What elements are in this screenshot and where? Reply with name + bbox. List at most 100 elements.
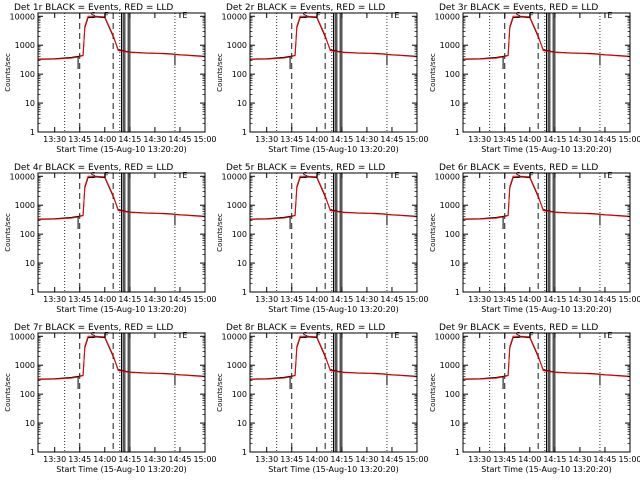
x-tick-label: 14:30 [568, 455, 591, 464]
x-tick-label: 13:30 [255, 295, 278, 304]
y-axis-label: Counts/sec [4, 373, 12, 412]
state-marker: E [607, 331, 612, 340]
y-tick-label: 1000 [440, 361, 460, 370]
state-marker: S [303, 171, 308, 180]
x-tick-label: 13:45 [493, 135, 516, 144]
chart-title: Det 8r BLACK = Events, RED = LLD [226, 323, 385, 333]
x-axis-label: Start Time (15-Aug-10 13:20:20) [268, 305, 399, 314]
series-line-lld [249, 175, 418, 220]
y-tick-label: 100 [20, 230, 35, 239]
x-tick-label: 13:30 [468, 295, 491, 304]
x-tick-label: 14:00 [93, 455, 116, 464]
state-marker: E [182, 331, 187, 340]
state-marker: F [104, 331, 109, 340]
x-tick-label: 14:45 [168, 295, 191, 304]
y-tick-label: 1 [30, 128, 35, 137]
x-tick-label: 14:15 [330, 295, 353, 304]
x-tick-label: 14:00 [518, 135, 541, 144]
state-marker: S [516, 171, 521, 180]
y-tick-label: 10 [450, 259, 460, 268]
x-tick-label: 14:45 [168, 455, 191, 464]
state-marker: E [182, 171, 187, 180]
x-axis-label: Start Time (15-Aug-10 13:20:20) [268, 465, 399, 474]
y-tick-label: 10000 [222, 172, 247, 181]
chart-title: Det 6r BLACK = Events, RED = LLD [439, 163, 598, 173]
x-tick-label: 14:00 [305, 295, 328, 304]
x-tick-label: 14:00 [518, 295, 541, 304]
x-tick-label: 14:30 [355, 135, 378, 144]
state-marker: S [516, 331, 521, 340]
state-marker: F [316, 331, 321, 340]
y-tick-label: 1000 [15, 361, 35, 370]
state-marker: F [529, 171, 534, 180]
y-tick-label: 100 [445, 390, 460, 399]
y-tick-label: 1 [242, 128, 247, 137]
y-tick-label: 10 [237, 99, 247, 108]
state-marker: S [91, 171, 96, 180]
x-tick-label: 14:45 [168, 135, 191, 144]
x-tick-label: 14:15 [543, 455, 566, 464]
x-tick-label: 15:00 [618, 135, 640, 144]
plot-frame [37, 12, 206, 133]
x-tick-label: 13:30 [255, 455, 278, 464]
series-line-lld [37, 175, 206, 220]
chart-title: Det 5r BLACK = Events, RED = LLD [226, 163, 385, 173]
x-tick-label: 14:45 [380, 295, 403, 304]
plot-frame [249, 172, 418, 293]
x-tick-label: 14:30 [568, 135, 591, 144]
x-tick-label: 14:00 [93, 295, 116, 304]
x-axis-label: Start Time (15-Aug-10 13:20:20) [481, 145, 612, 154]
x-tick-label: 15:00 [618, 455, 640, 464]
x-tick-label: 15:00 [405, 455, 428, 464]
y-axis-label: Counts/sec [429, 213, 437, 252]
x-tick-label: 13:30 [43, 455, 66, 464]
y-tick-label: 10 [25, 259, 35, 268]
chart-title: Det 1r BLACK = Events, RED = LLD [14, 3, 173, 13]
x-axis-label: Start Time (15-Aug-10 13:20:20) [481, 305, 612, 314]
y-tick-label: 1000 [440, 41, 460, 50]
y-tick-label: 10000 [10, 12, 35, 21]
x-tick-label: 15:00 [193, 455, 216, 464]
y-tick-label: 1000 [15, 41, 35, 50]
plot-frame [249, 332, 418, 453]
state-marker: E [394, 331, 399, 340]
state-marker: S [303, 11, 308, 20]
x-tick-label: 14:30 [143, 135, 166, 144]
y-axis-label: Counts/sec [216, 373, 224, 412]
x-tick-label: 13:45 [280, 455, 303, 464]
x-tick-label: 13:45 [68, 135, 91, 144]
y-tick-label: 100 [445, 70, 460, 79]
y-tick-label: 1000 [227, 201, 247, 210]
plot-frame [37, 332, 206, 453]
state-marker: S [303, 331, 308, 340]
x-tick-label: 13:45 [493, 295, 516, 304]
chart-title: Det 3r BLACK = Events, RED = LLD [439, 3, 598, 13]
x-tick-label: 14:30 [143, 295, 166, 304]
x-tick-label: 13:30 [468, 135, 491, 144]
y-tick-label: 10000 [435, 332, 460, 341]
y-tick-label: 1000 [227, 361, 247, 370]
x-tick-label: 14:15 [330, 455, 353, 464]
x-tick-label: 14:15 [330, 135, 353, 144]
y-tick-label: 100 [232, 230, 247, 239]
x-axis-label: Start Time (15-Aug-10 13:20:20) [268, 145, 399, 154]
y-tick-label: 10 [450, 99, 460, 108]
y-tick-label: 10 [25, 419, 35, 428]
x-tick-label: 14:00 [518, 455, 541, 464]
x-tick-label: 13:30 [255, 135, 278, 144]
y-tick-label: 10 [237, 419, 247, 428]
x-tick-label: 14:15 [118, 135, 141, 144]
x-tick-label: 14:00 [305, 455, 328, 464]
plot-frame [249, 12, 418, 133]
x-tick-label: 14:00 [305, 135, 328, 144]
y-tick-label: 10000 [222, 12, 247, 21]
y-tick-label: 1000 [440, 201, 460, 210]
y-tick-label: 10 [237, 259, 247, 268]
state-marker: F [529, 11, 534, 20]
y-tick-label: 10000 [222, 332, 247, 341]
series-line-lld [37, 335, 206, 380]
